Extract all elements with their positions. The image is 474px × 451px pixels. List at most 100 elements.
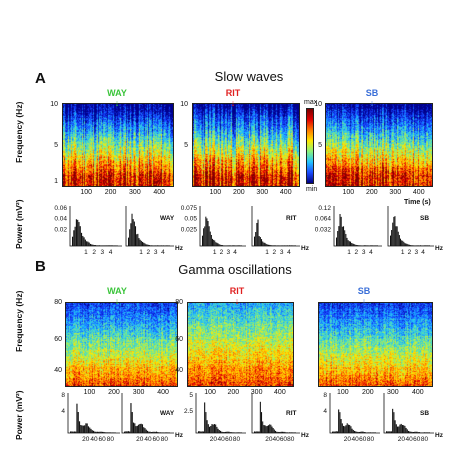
power-xtick: 80 xyxy=(233,436,241,443)
spectrum-bar xyxy=(266,244,268,246)
spectrum-bar xyxy=(73,431,75,433)
spectrum-bar xyxy=(144,428,146,433)
spectrum-bar xyxy=(269,244,271,246)
spectrum-bar xyxy=(338,226,340,246)
spectrum-bar xyxy=(212,424,214,433)
spectrum-bar xyxy=(154,431,156,433)
spectrum-bar xyxy=(236,245,238,246)
spectrum-bar xyxy=(398,235,400,246)
spectrum-bar xyxy=(420,432,422,433)
spectrum-label-rit: RIT xyxy=(286,215,297,222)
hz-unit: Hz xyxy=(175,245,184,252)
spectrum-bar xyxy=(426,245,428,246)
spectrum-bar xyxy=(238,245,240,246)
spectrum-bar xyxy=(152,245,154,246)
power-xtick: 20 xyxy=(136,436,144,443)
spectrum-bar xyxy=(72,431,74,433)
spectrum-bar xyxy=(132,422,135,433)
spectrum-bar xyxy=(391,230,393,246)
spectrum-bar xyxy=(339,412,341,433)
spectrum-bar xyxy=(140,240,142,246)
spectrum-bar xyxy=(126,431,128,433)
spectrum-bar xyxy=(229,245,231,246)
power-xtick: 20 xyxy=(210,436,218,443)
spectrum-bar xyxy=(163,432,165,433)
spectrum-bar xyxy=(282,245,284,246)
spectrum-bar xyxy=(132,219,134,246)
power-xtick: 20 xyxy=(398,436,406,443)
spectrum-bar xyxy=(111,245,113,246)
down-arrow-icon: ↓ xyxy=(230,98,236,108)
spectrum-bar xyxy=(371,432,373,433)
spectrum-bar xyxy=(341,423,343,433)
spectrum-bar xyxy=(374,432,376,433)
spectrum-bar xyxy=(428,245,430,246)
spectrum-bar xyxy=(110,432,113,433)
power-xtick: 20 xyxy=(82,436,90,443)
slow-wave-heatmap-rit xyxy=(192,103,300,187)
spectrum-bar xyxy=(144,243,146,246)
power-xtick: 2 xyxy=(408,249,412,256)
power-xtick: 4 xyxy=(109,249,113,256)
xtick-400: 400 xyxy=(274,389,286,396)
spectrum-bar xyxy=(371,245,373,246)
marker-way-b: WAY ↓ xyxy=(107,286,127,306)
spectrum-bar xyxy=(279,431,281,433)
spectrum-bar xyxy=(110,245,112,246)
spectrum-bar xyxy=(345,425,347,433)
spectrum-bar xyxy=(149,245,151,246)
spectrum-bar xyxy=(412,245,414,246)
spectrum-bar xyxy=(393,216,395,246)
xtick-200: 200 xyxy=(365,189,378,196)
xtick-100: 100 xyxy=(342,189,355,196)
spectrum-bar xyxy=(343,226,345,246)
spectrum-bar xyxy=(375,245,377,246)
power-xtick: 20 xyxy=(265,436,273,443)
hmB1-texture xyxy=(188,303,293,386)
spectrum-bar xyxy=(345,233,347,246)
spectrum-bar xyxy=(408,244,410,246)
spectrum-bar xyxy=(156,245,158,246)
spectrum-bar xyxy=(255,431,257,433)
spectrum-bar xyxy=(427,245,429,246)
power-xtick: 4 xyxy=(161,249,165,256)
spectrum-bar xyxy=(234,432,236,433)
spectrum-bar xyxy=(105,245,107,246)
spectrum-bar xyxy=(400,238,401,246)
spectrum-bar xyxy=(360,245,362,246)
spectrum-bar xyxy=(96,431,98,433)
spectrum-bar xyxy=(258,236,260,246)
spectrum-bar xyxy=(332,431,334,433)
spectrum-bar xyxy=(290,245,292,246)
spectrum-bar xyxy=(145,429,147,433)
power-ytick: 5 xyxy=(189,392,193,399)
spectrum-bar xyxy=(217,428,219,433)
spectrum-bar xyxy=(80,232,83,246)
spectrum-bar xyxy=(227,431,229,433)
spectrum-bar xyxy=(238,432,240,433)
hz-unit: Hz xyxy=(175,432,184,439)
power-xtick: 3 xyxy=(414,249,418,256)
spectrum-bar xyxy=(107,432,109,433)
spectrum-bar xyxy=(404,243,406,246)
spectrum-bar xyxy=(90,428,92,433)
power-xtick: 1 xyxy=(139,249,143,256)
spectrum-bar xyxy=(161,432,163,433)
hz-unit: Hz xyxy=(301,432,310,439)
spectrum-bar xyxy=(116,245,118,246)
ytick-5-mid: 5 xyxy=(184,142,188,149)
down-arrow-icon: ↓ xyxy=(234,296,240,306)
spectrum-bar xyxy=(209,231,211,246)
spectrum-bar xyxy=(167,432,169,433)
power-xtick: 80 xyxy=(421,436,429,443)
spectrum-bar xyxy=(360,431,362,433)
spectrum-bar xyxy=(75,219,77,246)
spectrum-bar xyxy=(113,432,115,433)
spectrum-bar xyxy=(164,432,167,433)
spectrum-bar xyxy=(418,245,420,246)
spectrum-bar xyxy=(202,235,203,246)
xtick-400: 400 xyxy=(153,189,166,196)
down-arrow-icon: ↓ xyxy=(369,98,375,108)
ytick-60: 60 xyxy=(54,336,62,343)
spectrum-bar xyxy=(264,425,266,433)
